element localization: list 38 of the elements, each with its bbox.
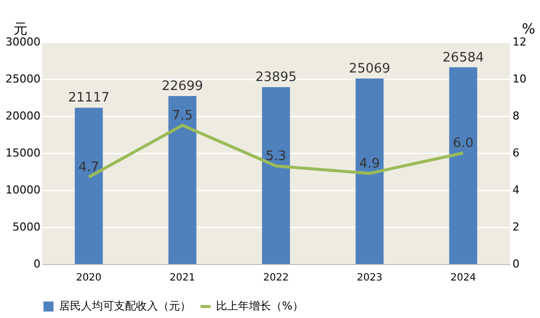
y-tick-label: 25000 — [6, 72, 40, 86]
y-tick-label: 10000 — [6, 184, 40, 196]
data-label: 6.0 — [452, 136, 474, 151]
x-tick-label: 2023 — [356, 272, 382, 284]
legend-label: 居民人均可支配收入（元） — [59, 300, 191, 312]
data-label: 4.9 — [359, 156, 380, 172]
data-label: 4.7 — [78, 160, 100, 176]
bar — [168, 96, 196, 264]
bar — [356, 78, 384, 264]
y-tick-label: 5000 — [12, 220, 40, 234]
data-label: 7.5 — [172, 108, 193, 124]
x-tick-label: 2024 — [450, 272, 476, 284]
y2-tick-label: 6 — [512, 146, 520, 160]
x-tick-label: 2022 — [263, 272, 289, 284]
data-label: 25069 — [348, 61, 390, 76]
y-tick-label: 0 — [34, 258, 40, 270]
bar — [449, 67, 478, 264]
legend-label: 比上年增长（%） — [216, 300, 304, 312]
y2-tick-label: 10 — [512, 72, 526, 86]
y2-tick-label: 2 — [512, 220, 520, 234]
data-label: 5.3 — [266, 148, 286, 164]
y2-axis-title: % — [522, 22, 536, 38]
x-tick-label: 2021 — [170, 272, 196, 284]
y2-tick-label: 12 — [512, 36, 526, 48]
y-axis-title: 元 — [14, 22, 28, 38]
bar — [262, 87, 290, 264]
y-tick-label: 20000 — [6, 110, 40, 122]
y2-tick-label: 8 — [512, 110, 520, 122]
data-label: 23895 — [255, 70, 297, 86]
y-tick-label: 30000 — [6, 36, 40, 48]
data-label: 21117 — [68, 90, 110, 106]
y-tick-label: 15000 — [6, 146, 40, 160]
x-tick-label: 2020 — [76, 272, 102, 284]
data-label: 26584 — [442, 50, 484, 66]
bar — [74, 108, 103, 264]
data-label: 22699 — [162, 79, 204, 94]
y2-tick-label: 4 — [512, 184, 520, 196]
y2-tick-label: 0 — [512, 258, 520, 270]
